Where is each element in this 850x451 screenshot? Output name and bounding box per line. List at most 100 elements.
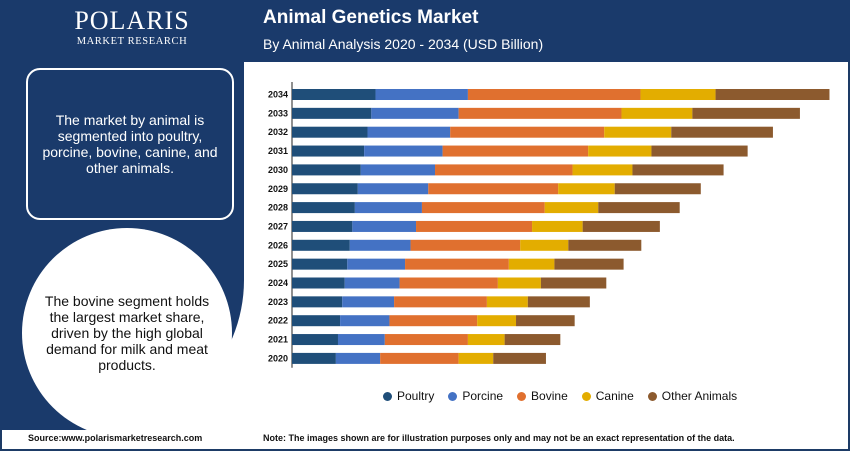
bar-segment-canine bbox=[640, 89, 716, 100]
legend-label: Other Animals bbox=[661, 389, 738, 403]
bar-segment-other bbox=[516, 315, 575, 327]
bar-segment-canine bbox=[604, 126, 672, 138]
source-text: Source:www.polarismarketresearch.com bbox=[28, 433, 203, 443]
y-tick-label: 2029 bbox=[268, 184, 288, 194]
bar-segment-poultry bbox=[292, 334, 338, 346]
bar-segment-porcine bbox=[335, 352, 381, 364]
bar-segment-poultry bbox=[292, 202, 355, 214]
insight-circle: The bovine segment holds the largest mar… bbox=[22, 228, 232, 438]
y-tick-label: 2020 bbox=[268, 353, 288, 363]
chart-title: Animal Genetics Market bbox=[263, 7, 479, 28]
y-tick-label: 2023 bbox=[268, 297, 288, 307]
bar-segment-porcine bbox=[357, 183, 429, 195]
bar-segment-porcine bbox=[352, 220, 417, 232]
insight-text: The bovine segment holds the largest mar… bbox=[44, 293, 210, 373]
legend-swatch bbox=[517, 391, 527, 401]
bar-segment-canine bbox=[544, 202, 599, 214]
bar-segment-other bbox=[651, 145, 748, 157]
polaris-logo: POLARIS MARKET RESEARCH bbox=[62, 6, 202, 48]
bar-segment-porcine bbox=[360, 164, 436, 176]
y-tick-label: 2031 bbox=[268, 146, 288, 156]
bar-segment-poultry bbox=[292, 126, 368, 138]
logo-subtitle: MARKET RESEARCH bbox=[76, 36, 188, 47]
legend-label: Bovine bbox=[531, 389, 568, 403]
bar-segment-other bbox=[504, 334, 561, 346]
segmentation-box: The market by animal is segmented into p… bbox=[26, 68, 234, 220]
legend-item-bovine: Bovine bbox=[517, 389, 568, 403]
bar-segment-other bbox=[493, 352, 546, 364]
bar-segment-poultry bbox=[292, 352, 336, 364]
bar-segment-poultry bbox=[292, 183, 358, 195]
bar-segment-canine bbox=[497, 277, 541, 289]
legend-swatch bbox=[647, 391, 657, 401]
bar-segment-bovine bbox=[428, 183, 559, 195]
bar-segment-canine bbox=[508, 258, 555, 270]
bar-segment-poultry bbox=[292, 107, 372, 119]
bar-segment-other bbox=[632, 164, 724, 176]
y-tick-label: 2026 bbox=[268, 240, 288, 250]
y-tick-label: 2032 bbox=[268, 127, 288, 137]
chart-legend: Poultry Porcine Bovine Canine Other Animals bbox=[383, 389, 737, 403]
bar-segment-other bbox=[692, 107, 800, 119]
bar-segment-porcine bbox=[340, 315, 390, 327]
note-text: Note: The images shown are for illustrat… bbox=[263, 433, 735, 443]
chart-subtitle: By Animal Analysis 2020 - 2034 (USD Bill… bbox=[263, 36, 544, 52]
y-tick-label: 2024 bbox=[268, 278, 288, 288]
bar-segment-poultry bbox=[292, 220, 353, 232]
bar-segment-poultry bbox=[292, 277, 345, 289]
bar-segment-bovine bbox=[442, 145, 589, 157]
bar-segment-canine bbox=[558, 183, 615, 195]
logo-name: POLARIS bbox=[74, 6, 190, 35]
y-tick-label: 2028 bbox=[268, 203, 288, 213]
legend-label: Poultry bbox=[397, 389, 435, 403]
bar-segment-bovine bbox=[394, 296, 487, 308]
bar-segment-other bbox=[527, 296, 590, 308]
bar-segment-other bbox=[671, 126, 773, 138]
bar-segment-canine bbox=[477, 315, 517, 327]
bar-segment-poultry bbox=[292, 315, 341, 327]
bar-segment-other bbox=[554, 258, 624, 270]
legend-swatch bbox=[448, 391, 458, 401]
y-tick-label: 2025 bbox=[268, 259, 288, 269]
bar-segment-bovine bbox=[435, 164, 573, 176]
legend-label: Canine bbox=[595, 389, 634, 403]
bar-segment-bovine bbox=[389, 315, 478, 327]
legend-swatch bbox=[383, 391, 392, 401]
y-tick-label: 2022 bbox=[268, 316, 288, 326]
bar-segment-canine bbox=[458, 352, 494, 364]
bar-segment-porcine bbox=[337, 334, 385, 346]
bar-segment-canine bbox=[532, 220, 583, 232]
segmentation-text: The market by animal is segmented into p… bbox=[42, 112, 218, 176]
bar-segment-porcine bbox=[354, 202, 422, 214]
bar-segment-bovine bbox=[405, 258, 509, 270]
bar-segment-bovine bbox=[384, 334, 468, 346]
y-tick-label: 2033 bbox=[268, 108, 288, 118]
bar-segment-canine bbox=[621, 107, 693, 119]
legend-item-other: Other Animals bbox=[647, 389, 738, 403]
bar-segment-porcine bbox=[342, 296, 395, 308]
bar-segment-porcine bbox=[347, 258, 406, 270]
legend-item-porcine: Porcine bbox=[448, 389, 503, 403]
bar-segment-poultry bbox=[292, 164, 361, 176]
stacked-bar-chart: 2034 2033 2032 2031 2030 2029 2028 2027 2026 2025… bbox=[268, 82, 830, 368]
legend-item-canine: Canine bbox=[581, 389, 634, 403]
bar-segment-canine bbox=[588, 145, 652, 157]
bar-segment-poultry bbox=[292, 145, 365, 157]
bar-segment-bovine bbox=[380, 352, 459, 364]
bar-segment-poultry bbox=[292, 89, 376, 100]
bar-segment-poultry bbox=[292, 296, 343, 308]
bar-segment-porcine bbox=[375, 89, 468, 100]
bar-segment-canine bbox=[572, 164, 633, 176]
y-tick-label: 2030 bbox=[268, 165, 288, 175]
bar-segment-bovine bbox=[399, 277, 498, 289]
bar-segment-poultry bbox=[292, 258, 348, 270]
bar-segment-other bbox=[715, 89, 830, 100]
bar-segment-bovine bbox=[467, 89, 641, 100]
bar-segment-canine bbox=[520, 239, 569, 251]
bar-segment-porcine bbox=[349, 239, 411, 251]
bar-segment-porcine bbox=[371, 107, 459, 119]
header-banner: POLARIS MARKET RESEARCH Animal Genetics … bbox=[0, 0, 850, 62]
legend-label: Porcine bbox=[462, 389, 504, 403]
bar-segment-bovine bbox=[458, 107, 622, 119]
bar-segment-other bbox=[568, 239, 642, 251]
